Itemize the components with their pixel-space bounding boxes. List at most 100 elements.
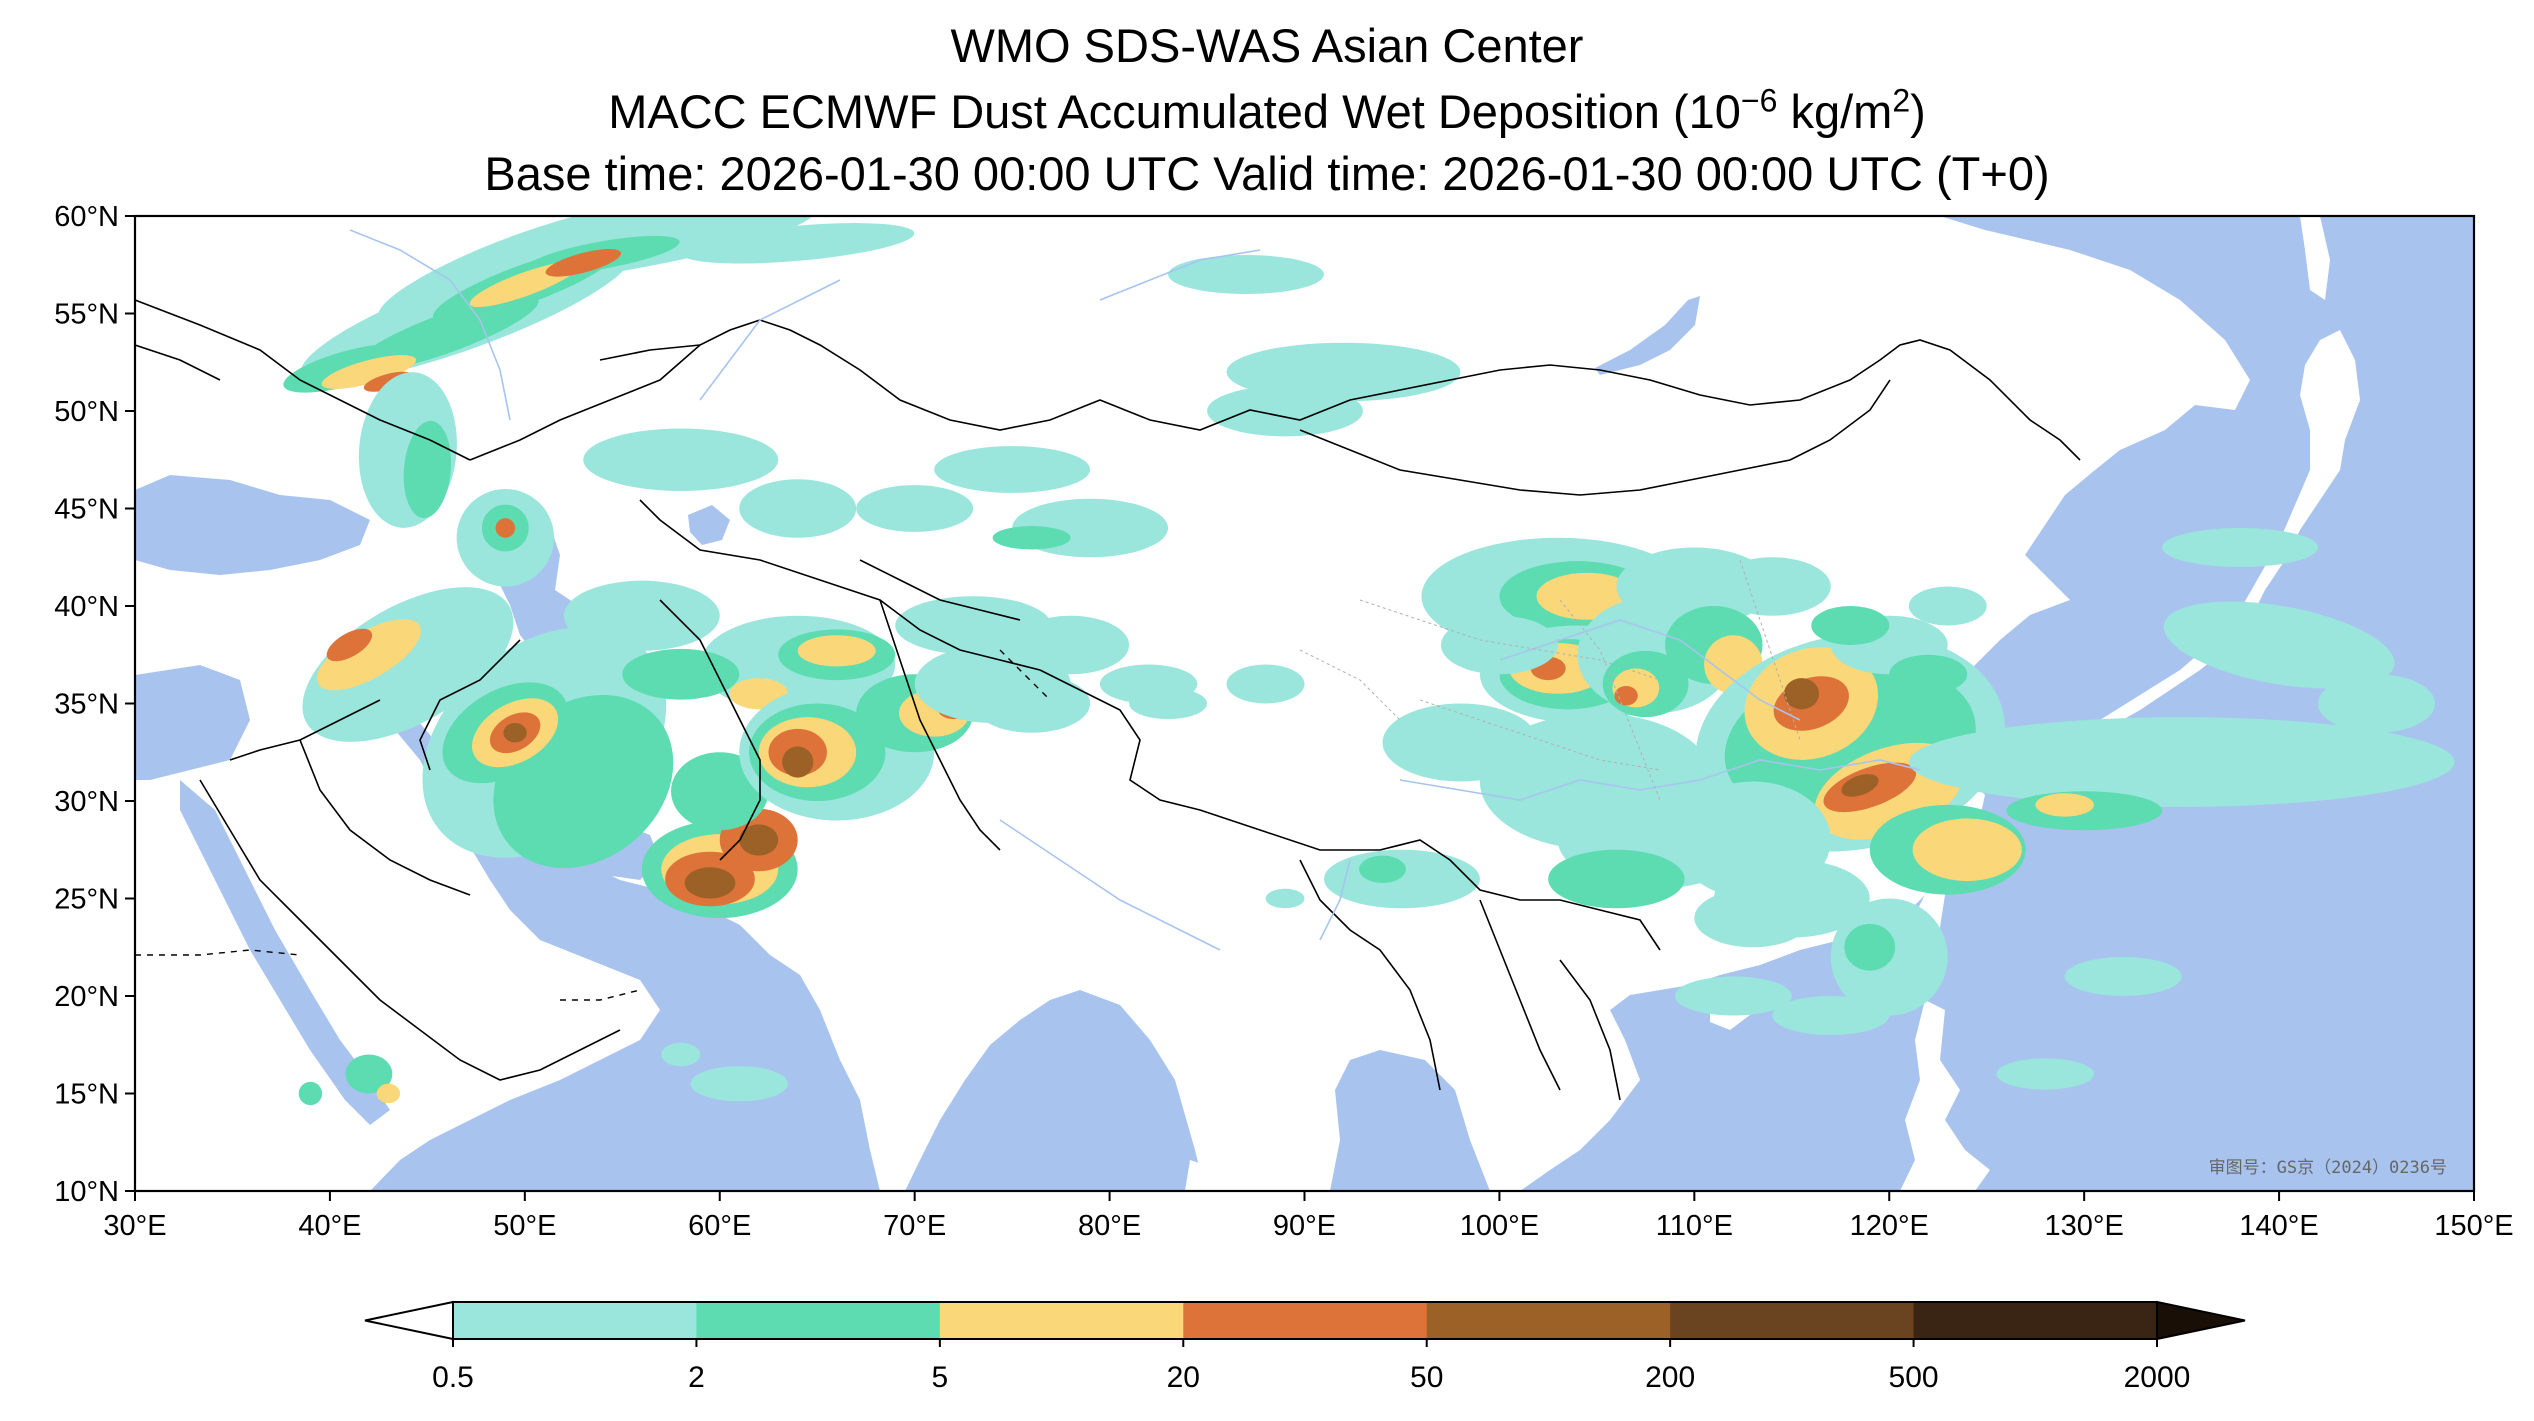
dust-contour bbox=[690, 1066, 788, 1102]
longitude-axis: 30°E 40°E 50°E 60°E 70°E 80°E 90°E 100°E 110°E 12… bbox=[103, 1191, 2514, 1242]
lat-tick-label: 60°N bbox=[54, 201, 119, 233]
dust-contour bbox=[856, 485, 974, 532]
dust-contour bbox=[1694, 888, 1812, 948]
baikal-lake bbox=[1595, 296, 1700, 375]
dust-contour bbox=[583, 428, 779, 491]
dust-contour bbox=[1811, 606, 1890, 645]
dust-contour bbox=[1996, 1058, 2094, 1090]
dust-contour bbox=[2318, 674, 2436, 733]
dust-contour bbox=[321, 355, 417, 389]
mediterranean bbox=[135, 665, 250, 780]
colorbar-tick-label: 50 bbox=[1410, 1361, 1443, 1394]
title-line-2: MACC ECMWF Dust Accumulated Wet Depositi… bbox=[608, 82, 1926, 138]
dust-contour bbox=[495, 518, 516, 538]
dust-contour bbox=[739, 479, 857, 538]
dust-contour bbox=[1614, 685, 1638, 706]
lon-tick-label: 120°E bbox=[1850, 1210, 1929, 1242]
dust-contour bbox=[739, 824, 779, 856]
philippines bbox=[1900, 1000, 1990, 1191]
colorbar-tick-label: 0.5 bbox=[432, 1361, 474, 1394]
dust-contour bbox=[298, 1081, 323, 1106]
latitude-axis: 60°N 55°N 50°N 45°N 40°N 35°N 30°N 25°N 20°N 15°N… bbox=[54, 201, 135, 1208]
lon-tick-label: 130°E bbox=[2045, 1210, 2124, 1242]
lon-tick-label: 50°E bbox=[493, 1210, 556, 1242]
province-borders bbox=[1299, 559, 1801, 801]
lon-tick-label: 40°E bbox=[298, 1210, 361, 1242]
lat-tick-label: 25°N bbox=[54, 884, 119, 916]
dust-contour bbox=[1674, 976, 1792, 1016]
dust-contour bbox=[1129, 687, 1208, 720]
dust-contour bbox=[1889, 654, 1968, 694]
dust-contour bbox=[563, 580, 720, 651]
colorbar: 0.5 2 5 20 50 200 500 2000 bbox=[364, 1300, 2246, 1394]
lat-tick-label: 40°N bbox=[54, 591, 119, 623]
colorbar-tick-label: 5 bbox=[932, 1361, 949, 1394]
disputed-borders bbox=[135, 649, 1051, 1001]
lat-tick-label: 35°N bbox=[54, 689, 119, 721]
lon-tick-label: 30°E bbox=[103, 1210, 166, 1242]
dust-contour bbox=[1012, 615, 1130, 675]
dust-layer bbox=[283, 216, 2455, 1106]
dust-contour bbox=[1841, 774, 1879, 797]
dust-contour bbox=[1783, 678, 1820, 710]
dust-contour bbox=[1265, 888, 1305, 909]
dust-contour bbox=[895, 596, 1052, 655]
dust-contour bbox=[503, 723, 527, 743]
dust-contour bbox=[2035, 793, 2094, 817]
lat-tick-label: 15°N bbox=[54, 1079, 119, 1111]
dust-contour bbox=[1772, 996, 1890, 1035]
dust-contour bbox=[1908, 717, 2455, 807]
dust-contour bbox=[1168, 255, 1324, 294]
colorbar-extend-high bbox=[2156, 1300, 2246, 1341]
colorbar-outline bbox=[452, 1301, 2158, 1340]
lon-tick-label: 70°E bbox=[883, 1210, 946, 1242]
colorbar-segment bbox=[1183, 1302, 1428, 1339]
lon-tick-label: 150°E bbox=[2434, 1210, 2513, 1242]
colorbar-segment bbox=[1670, 1302, 1915, 1339]
lon-tick-label: 140°E bbox=[2239, 1210, 2318, 1242]
lon-tick-label: 100°E bbox=[1460, 1210, 1539, 1242]
dust-contour bbox=[376, 1083, 401, 1104]
dust-contour bbox=[1844, 923, 1896, 971]
dust-contour bbox=[1912, 818, 2022, 881]
dust-contour bbox=[302, 587, 514, 742]
map-review-number: 审图号：GS京（2024）0236号 bbox=[2209, 1158, 2447, 1178]
dust-contour bbox=[934, 446, 1091, 493]
dust-contour bbox=[345, 1054, 393, 1094]
lat-tick-label: 45°N bbox=[54, 494, 119, 526]
dust-contour bbox=[661, 1042, 701, 1067]
lat-tick-label: 50°N bbox=[54, 396, 119, 428]
country-borders bbox=[135, 299, 2081, 1101]
colorbar-segment bbox=[939, 1302, 1184, 1339]
dust-contour bbox=[1440, 615, 1558, 675]
lon-tick-label: 90°E bbox=[1273, 1210, 1336, 1242]
dust-contour bbox=[1323, 849, 1480, 909]
dust-contour bbox=[973, 674, 1091, 733]
colorbar-tick-label: 20 bbox=[1167, 1361, 1200, 1394]
lon-tick-label: 80°E bbox=[1078, 1210, 1141, 1242]
dust-contour bbox=[326, 628, 373, 662]
black-sea bbox=[135, 475, 370, 575]
colorbar-tick-label: 2 bbox=[688, 1361, 705, 1394]
dust-contour bbox=[681, 223, 915, 264]
colorbar-segment bbox=[1913, 1302, 2158, 1339]
lat-tick-label: 30°N bbox=[54, 786, 119, 818]
sakhalin bbox=[2300, 216, 2330, 300]
dust-contour bbox=[316, 619, 421, 691]
dust-contour bbox=[622, 648, 740, 700]
colorbar-tick-label: 200 bbox=[1645, 1361, 1695, 1394]
dust-contour bbox=[1713, 557, 1831, 616]
title-line-1: WMO SDS-WAS Asian Center bbox=[950, 19, 1584, 72]
title-line-3: Base time: 2026-01-30 00:00 UTC Valid ti… bbox=[484, 147, 2050, 200]
rivers bbox=[349, 229, 1921, 951]
dust-contour bbox=[2162, 528, 2319, 567]
dust-contour bbox=[545, 248, 622, 277]
red-sea bbox=[180, 780, 390, 1125]
dust-contour bbox=[684, 867, 736, 899]
lon-tick-label: 110°E bbox=[1656, 1210, 1733, 1242]
colorbar-tick-label: 500 bbox=[1889, 1361, 1939, 1394]
lat-tick-label: 20°N bbox=[54, 981, 119, 1013]
dust-contour bbox=[1382, 703, 1539, 782]
colorbar-tick-label: 2000 bbox=[2124, 1361, 2191, 1394]
dust-contour bbox=[2163, 601, 2395, 689]
